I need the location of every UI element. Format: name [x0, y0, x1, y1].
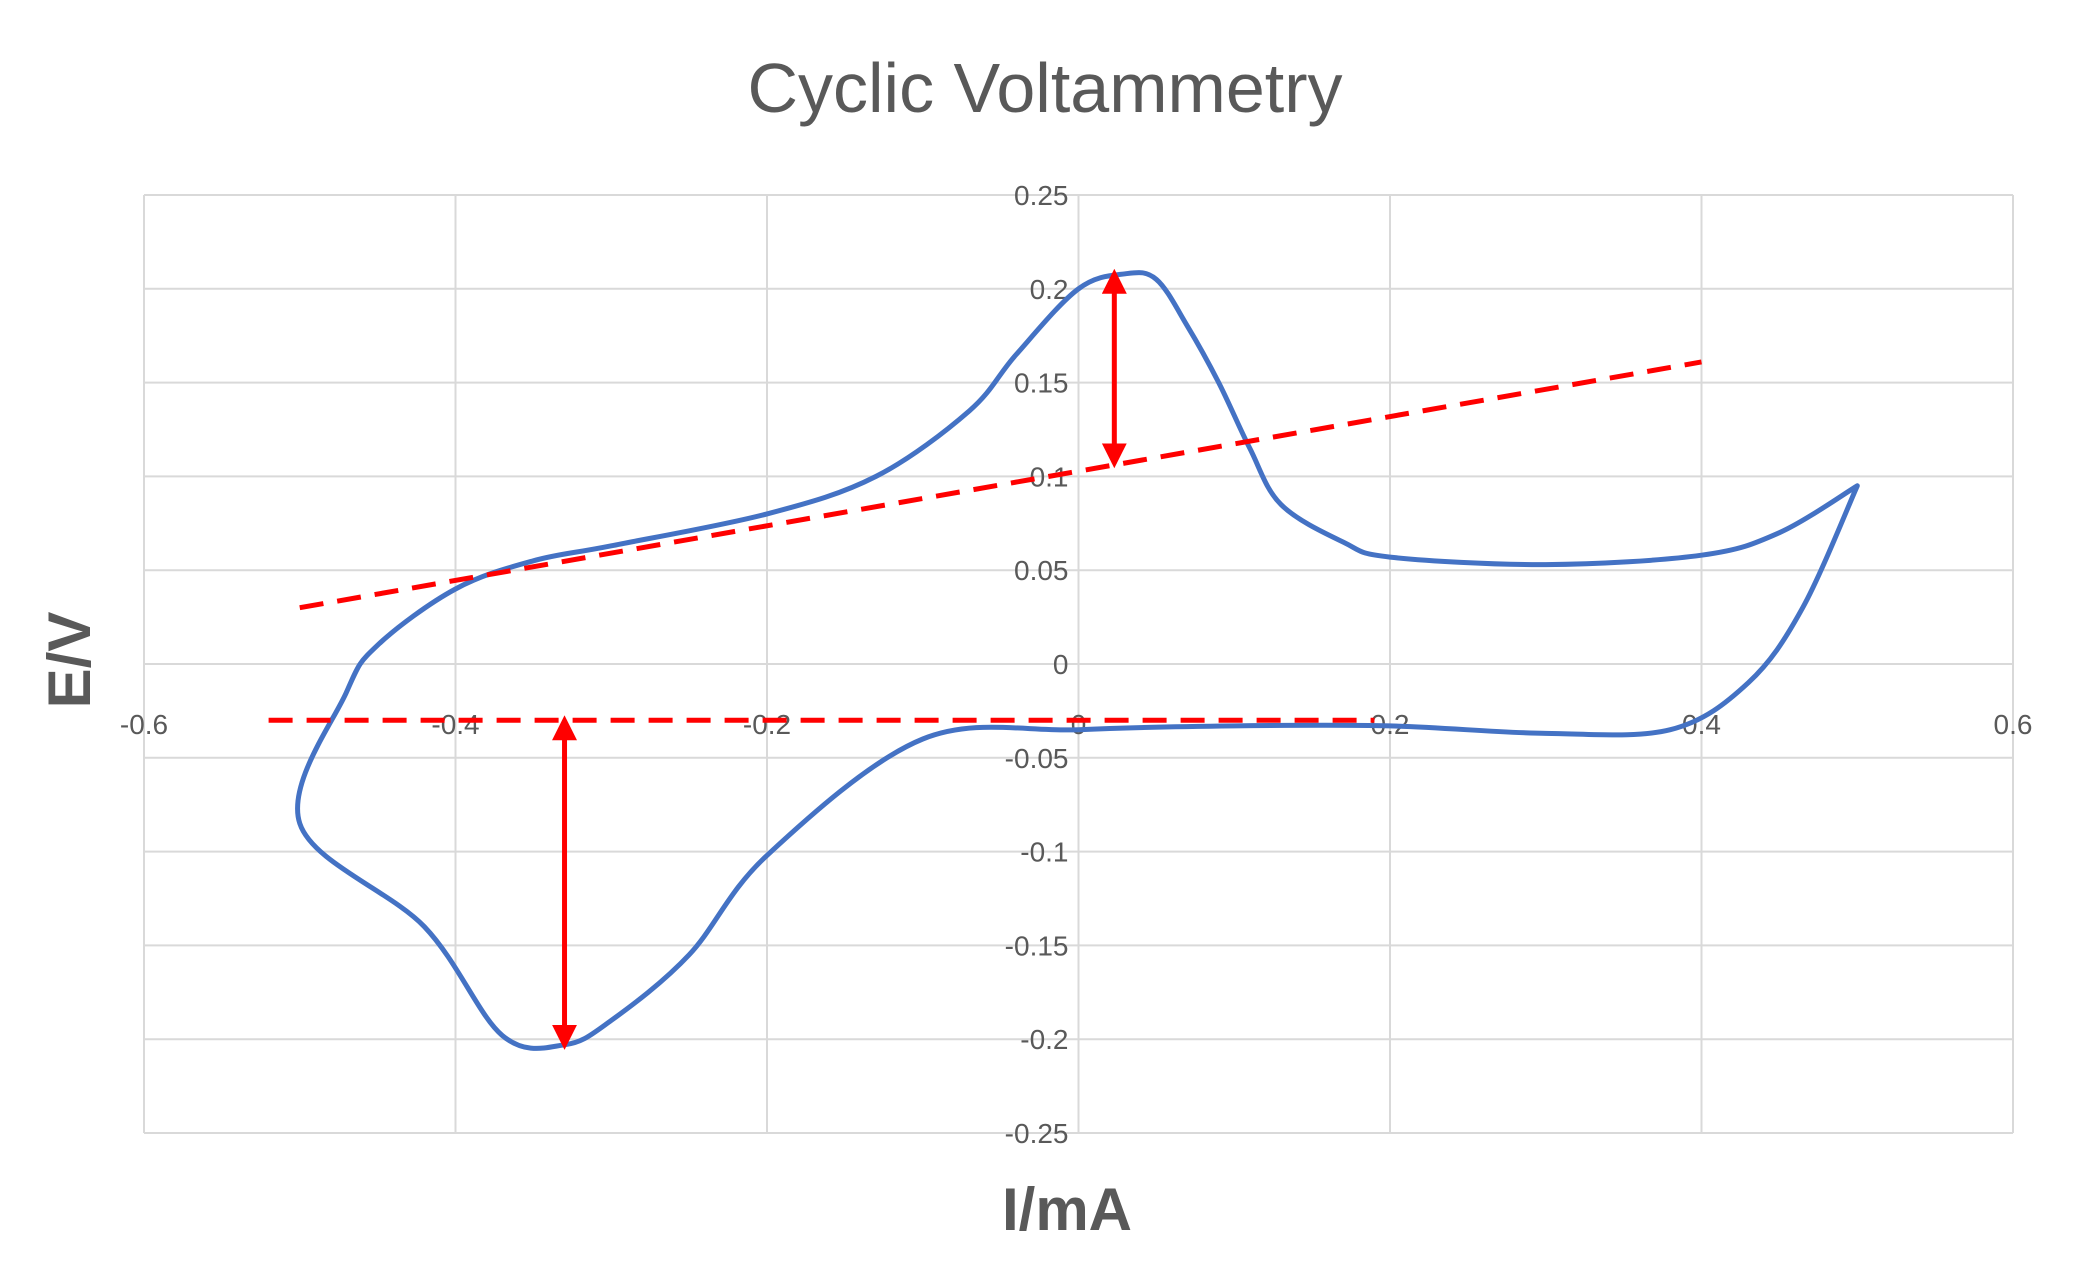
grid — [143, 194, 2014, 1134]
x-tick-label: -0.6 — [120, 709, 168, 740]
baseline-dashed-line — [299, 359, 1702, 611]
y-tick-label: -0.2 — [1020, 1024, 1068, 1055]
annotations — [552, 268, 1127, 1050]
chart-title: Cyclic Voltammetry — [747, 49, 1342, 127]
y-tick-label: -0.15 — [1005, 930, 1069, 961]
x-tick-label: -0.2 — [743, 709, 791, 740]
y-tick-label: -0.1 — [1020, 837, 1068, 868]
y-tick-label: 0.15 — [1014, 368, 1069, 399]
plot-series — [268, 270, 1860, 1051]
x-tick-label: 0.6 — [1994, 709, 2033, 740]
x-axis-title: I/mA — [1002, 1176, 1132, 1243]
cv-curve — [295, 270, 1860, 1051]
y-tick-label: -0.05 — [1005, 743, 1069, 774]
y-tick-label: -0.25 — [1005, 1118, 1069, 1149]
y-tick-label: 0.05 — [1014, 555, 1069, 586]
x-tick-label: 0 — [1071, 709, 1087, 740]
y-tick-label: 0.25 — [1014, 180, 1069, 211]
y-tick-label: 0.2 — [1030, 274, 1069, 305]
x-tick-label: -0.4 — [431, 709, 479, 740]
tick-labels: -0.6 -0.4 -0.2 0 0.2 0.4 0.6-0.25-0.2-0.15-0.1… — [120, 180, 2033, 1149]
y-tick-label: 0 — [1053, 649, 1069, 680]
y-axis-title: E/V — [36, 612, 103, 709]
